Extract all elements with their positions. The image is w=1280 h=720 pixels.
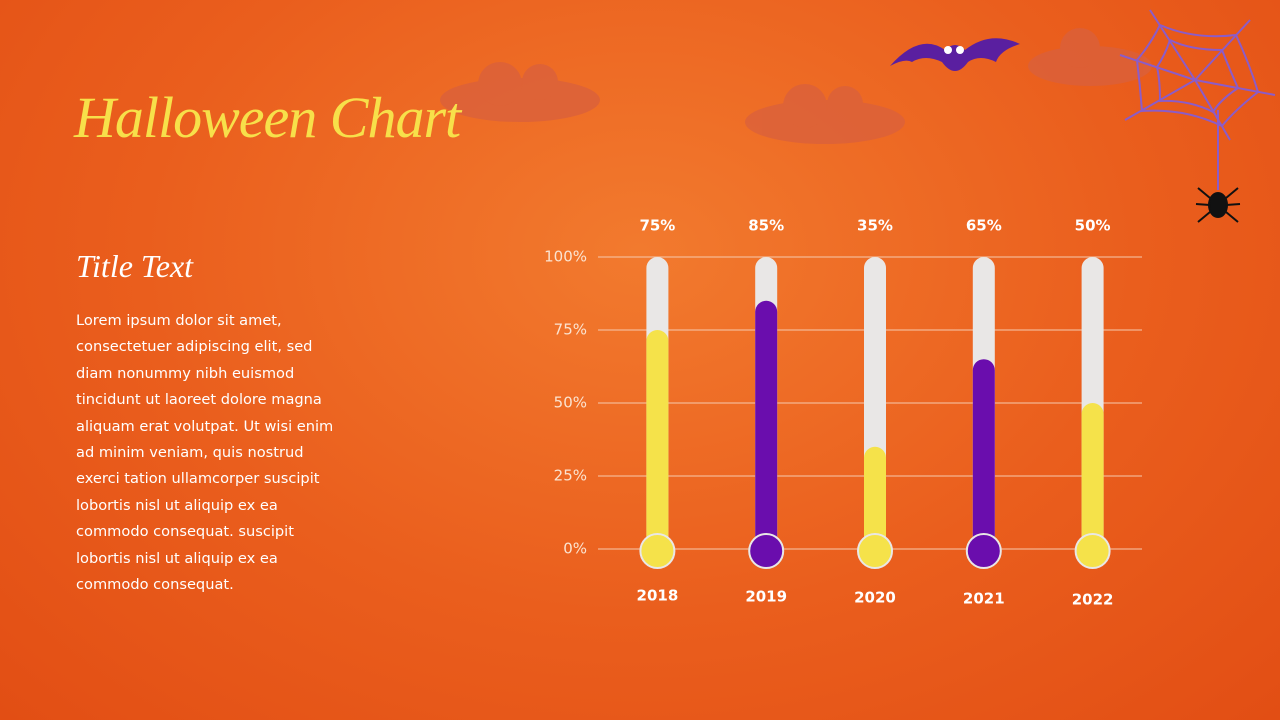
bar — [1081, 403, 1104, 549]
y-tick-label: 50% — [554, 394, 587, 412]
x-tick-label: 2021 — [963, 590, 1005, 608]
y-tick-label: 100% — [544, 248, 587, 266]
bat — [890, 38, 1020, 71]
spider-web — [1119, 9, 1276, 190]
bar — [972, 359, 995, 549]
bulb — [965, 533, 1002, 569]
bar — [864, 446, 886, 549]
text-heading: Title Text — [76, 248, 194, 284]
bulb — [1074, 533, 1111, 569]
text-body: Lorem ipsum dolor sit amet, consectetuer… — [76, 312, 334, 594]
bulb — [857, 533, 893, 569]
value-label: 35% — [857, 217, 893, 235]
x-tick-label: 2019 — [745, 588, 787, 606]
spider — [1195, 187, 1241, 223]
bar — [646, 330, 669, 549]
title: Halloween Chart — [74, 85, 461, 150]
bar — [755, 300, 778, 549]
value-label: 85% — [748, 217, 784, 235]
x-tick-label: 2018 — [637, 587, 679, 605]
bulb — [748, 533, 785, 569]
decoration — [440, 28, 1152, 144]
y-tick-label: 25% — [554, 467, 587, 485]
y-tick-label: 75% — [554, 321, 587, 339]
bulb — [639, 533, 676, 569]
x-tick-label: 2022 — [1072, 591, 1114, 609]
x-tick-label: 2020 — [854, 589, 896, 607]
y-tick-label: 0% — [563, 540, 587, 558]
value-label: 65% — [966, 217, 1002, 235]
value-label: 75% — [639, 217, 675, 235]
value-label: 50% — [1075, 217, 1111, 235]
